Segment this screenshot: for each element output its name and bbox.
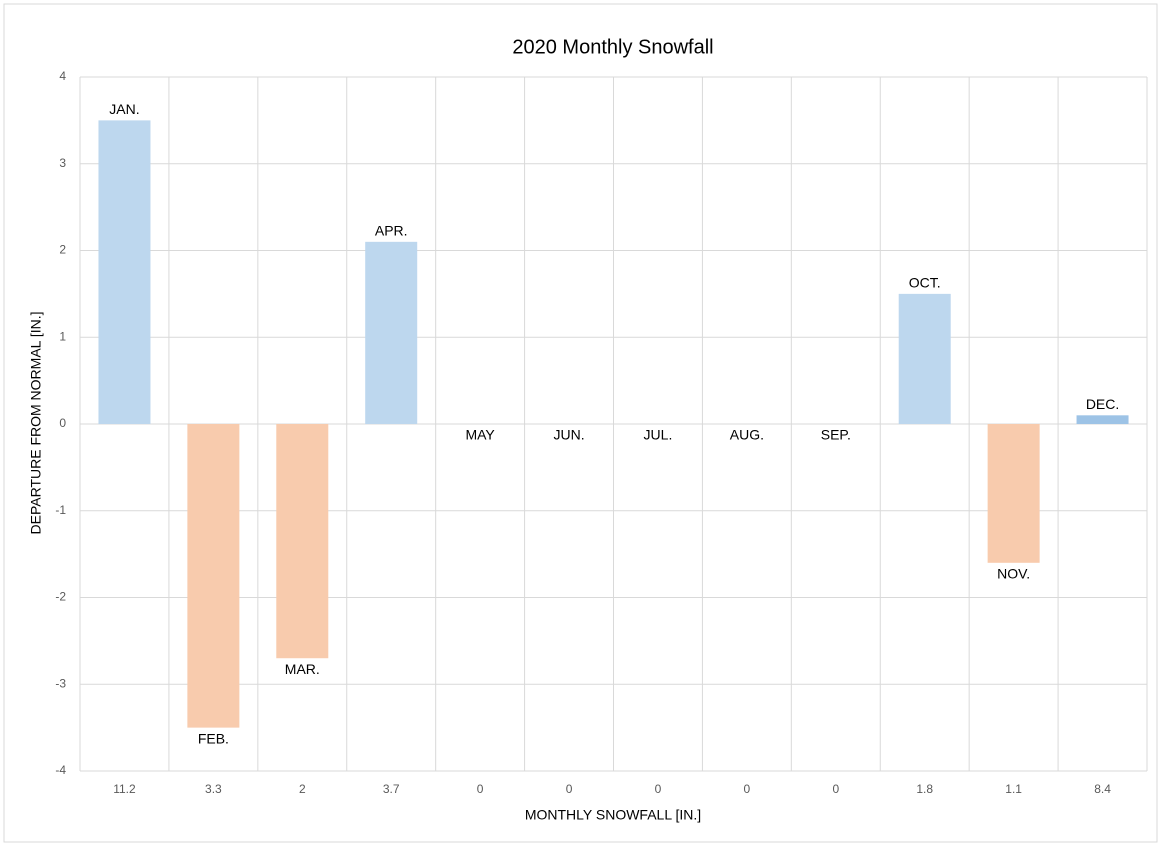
chart-frame: [3, 3, 1158, 843]
x-tick-label: 0: [832, 782, 839, 796]
data-label: JUN.: [553, 427, 584, 443]
x-tick-label: 0: [566, 782, 573, 796]
y-tick-label: -3: [55, 676, 66, 690]
x-tick-label: 3.7: [383, 782, 400, 796]
data-label: JAN.: [109, 101, 139, 117]
chart-title: 2020 Monthly Snowfall: [512, 36, 713, 58]
x-tick-label: 3.3: [205, 782, 222, 796]
y-tick-label: -1: [55, 503, 66, 517]
data-label: APR.: [375, 223, 408, 239]
bar: [365, 241, 418, 424]
y-tick-label: -2: [55, 590, 66, 604]
x-tick-label: 0: [477, 782, 484, 796]
x-tick-label: 8.4: [1094, 782, 1111, 796]
y-tick-label: 2: [59, 243, 66, 257]
data-label: OCT.: [909, 275, 941, 291]
bar: [187, 424, 240, 728]
bar: [898, 293, 951, 424]
y-tick-label: 3: [59, 156, 66, 170]
x-tick-label: 1.8: [916, 782, 933, 796]
x-tick-label: 0: [744, 782, 751, 796]
data-label: SEP.: [821, 427, 851, 443]
y-tick-label: 0: [59, 416, 66, 430]
bar: [987, 424, 1040, 563]
x-tick-label: 1.1: [1005, 782, 1022, 796]
data-label: MAR.: [285, 661, 320, 677]
bar: [1076, 415, 1129, 424]
bar: [276, 424, 329, 659]
data-label: DEC.: [1086, 396, 1119, 412]
data-label: JUL.: [644, 427, 673, 443]
y-tick-label: -4: [55, 763, 66, 777]
data-label: FEB.: [198, 730, 229, 746]
x-axis-title: MONTHLY SNOWFALL [IN.]: [525, 807, 701, 823]
y-tick-label: 1: [59, 329, 66, 343]
data-label: AUG.: [730, 427, 764, 443]
data-label: MAY: [465, 427, 495, 443]
x-tick-label: 0: [655, 782, 662, 796]
y-axis-title: DEPARTURE FROM NORMAL [IN.]: [28, 312, 44, 535]
y-tick-label: 4: [59, 69, 66, 83]
x-tick-label: 11.2: [113, 782, 136, 796]
bar: [98, 120, 151, 424]
data-label: NOV.: [997, 566, 1030, 582]
x-tick-label: 2: [299, 782, 306, 796]
